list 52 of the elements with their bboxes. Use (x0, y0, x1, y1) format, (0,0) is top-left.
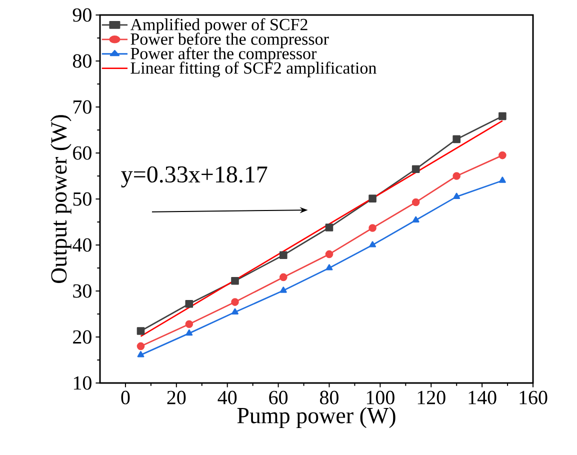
point (369, 241, 376, 248)
point (280, 286, 287, 293)
point (185, 300, 194, 308)
y-tick-label: 10 (74, 376, 92, 390)
point (232, 308, 238, 314)
y-tick-label: 40 (72, 238, 92, 252)
legend-label: Power after the compressor (130, 47, 317, 63)
y-tick-label: 80 (72, 54, 92, 68)
point (326, 264, 333, 270)
point (325, 250, 334, 258)
point (185, 320, 194, 328)
point (136, 342, 145, 350)
legend-label: Linear fitting of SCF2 amplification (130, 62, 376, 78)
point (137, 351, 144, 358)
point (452, 135, 460, 144)
y-axis-title: Output power (W) (50, 115, 72, 284)
legend-label: Power before the compressor (130, 32, 329, 48)
point (368, 224, 376, 232)
y-tick-label: 90 (72, 8, 92, 22)
legend-label: Amplified power of SCF2 (130, 18, 308, 34)
point (279, 251, 288, 260)
x-axis-title: Pump power (W) (237, 407, 396, 428)
x-tick-label: 0 (121, 390, 130, 404)
point (368, 194, 376, 202)
x-tick-label: 160 (520, 390, 548, 404)
y-tick-label: 30 (73, 284, 92, 298)
point (231, 298, 239, 306)
point (412, 216, 420, 222)
point (453, 192, 460, 200)
y-tick-label: 20 (73, 330, 92, 344)
point (186, 329, 193, 336)
y-tick-label: 50 (73, 192, 92, 206)
x-tick-label: 60 (269, 390, 288, 404)
x-tick-label: 20 (167, 390, 186, 404)
x-tick-label: 80 (320, 390, 338, 404)
x-tick-label: 100 (366, 390, 394, 404)
y-tick-label: 70 (74, 100, 92, 114)
point (136, 327, 145, 335)
x-tick-label: 40 (218, 390, 237, 404)
point (498, 176, 506, 183)
point (498, 151, 506, 160)
point (452, 172, 460, 180)
point (498, 112, 506, 120)
x-tick-label: 140 (468, 390, 496, 404)
point (412, 165, 420, 174)
point (412, 198, 420, 206)
point (231, 276, 239, 285)
x-tick-label: 120 (418, 390, 446, 404)
point (325, 224, 334, 232)
annotation: y=0.33x+18.17 (121, 166, 268, 188)
point (279, 273, 288, 282)
y-tick-label: 60 (73, 146, 92, 160)
